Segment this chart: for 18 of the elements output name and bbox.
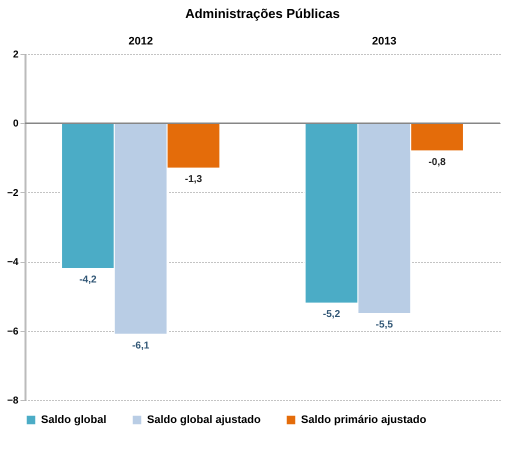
y-tick-label: −2: [7, 188, 19, 199]
y-tick-label: −8: [7, 396, 19, 406]
legend-label: Saldo global ajustado: [147, 414, 261, 426]
chart-title: Administrações Públicas: [185, 6, 340, 21]
data-label: -1,3: [184, 174, 203, 186]
data-label: -5,5: [376, 320, 394, 330]
y-tick-label: 0: [12, 118, 19, 130]
y-tick-label: 2: [12, 50, 19, 60]
x-tick-label: 2013: [372, 36, 397, 48]
data-label: -6,1: [132, 340, 150, 352]
data-label: -0,8: [428, 156, 446, 168]
y-tick-label: −6: [7, 326, 19, 338]
legend-label: Saldo primário ajustado: [301, 414, 427, 426]
legend-label: Saldo global: [41, 414, 106, 426]
data-label: -5,2: [322, 309, 341, 320]
data-label: -4,2: [79, 274, 97, 286]
x-tick-label: 2012: [128, 36, 153, 48]
y-tick-label: −4: [7, 257, 19, 268]
